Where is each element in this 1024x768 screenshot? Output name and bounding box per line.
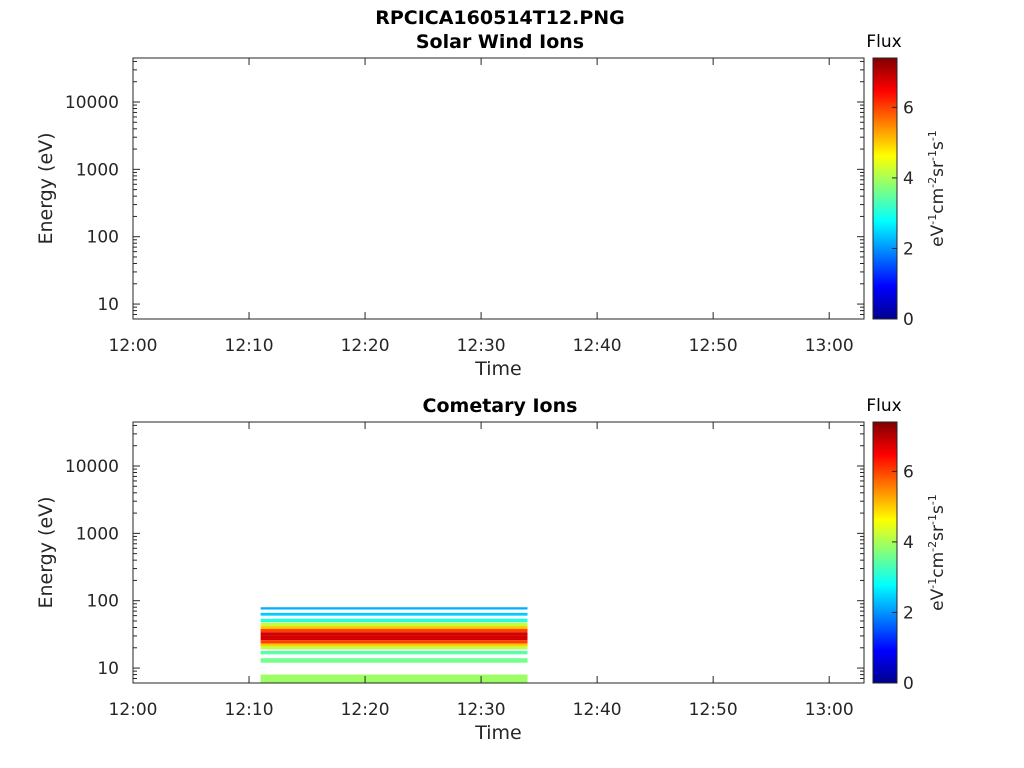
y-tick-label: 10000 [65,93,119,113]
plot-frame [132,57,865,320]
colorbar-tick-label: 6 [903,98,914,118]
colorbar-label-exponent: -1 [926,494,939,505]
y-tick-label: 100 [87,228,119,248]
heatmap-cell [260,626,528,630]
colorbar-gradient [872,57,898,320]
colorbar-gradient [872,421,898,684]
colorbar-title: Flux [866,396,901,416]
figure-title: RPCICA160514T12.PNG [375,7,625,29]
heatmap-cell [260,635,528,641]
y-tick-label: 10 [97,659,119,679]
x-tick-label: 12:00 [109,700,158,720]
y-tick-label: 1000 [76,160,119,180]
colorbar-label-unit: sr [928,525,948,541]
heatmap-cell [260,607,528,610]
plot-frame [132,421,865,684]
y-tick-label: 100 [87,592,119,612]
colorbar-title: Flux [866,32,901,52]
colorbar-label-exponent: -1 [926,150,939,161]
heatmap-cell [260,658,528,663]
panel-title: Solar Wind Ions [416,31,584,53]
x-axis-label: Time [474,722,522,744]
heatmap-cell [260,612,528,616]
colorbar-label-unit: cm [928,552,948,578]
heatmap-cell [260,622,528,627]
x-tick-label: 12:10 [225,700,274,720]
heatmap-cell [260,629,528,633]
y-tick-label: 10 [97,295,119,315]
colorbar-tick-label: 4 [903,533,914,553]
panel-2: Cometary Ions 12:00 12:10 12:20 12:30 12:40 12… [35,395,948,744]
colorbar-label-unit: eV [928,224,948,246]
colorbar-label-unit: sr [928,161,948,177]
x-tick-label: 12:30 [457,336,506,356]
colorbar-tick-label: 2 [903,603,914,623]
colorbar-tick-label: 6 [903,462,914,482]
x-tick-label: 12:20 [341,336,390,356]
x-tick-label: 12:00 [109,336,158,356]
y-axis-label: Energy (eV) [35,496,57,608]
colorbar-label-exponent: -1 [926,214,939,225]
y-axis-label: Energy (eV) [35,132,57,244]
x-tick-label: 12:50 [689,700,738,720]
colorbar-label-exponent: -2 [926,177,939,188]
heatmap-cells [260,607,528,683]
colorbar-tick-label: 2 [903,239,914,259]
heatmap-cell [260,674,528,683]
x-tick-label: 12:10 [225,336,274,356]
colorbar-label: eV-1cm-2sr-1s-1 [926,494,948,611]
colorbar-label-unit: s [928,141,948,150]
panel-1: Solar Wind Ions 12:00 12:10 12:20 12:30 12:40… [35,31,948,380]
x-tick-label: 12:30 [457,700,506,720]
x-tick-label: 12:20 [341,700,390,720]
x-tick-label: 12:40 [573,700,622,720]
y-tick-label: 1000 [76,524,119,544]
heatmap-cell [260,646,528,650]
colorbar-label-unit: s [928,505,948,514]
panel-title: Cometary Ions [423,395,578,417]
colorbar-tick-label: 4 [903,169,914,189]
colorbar-label-exponent: -1 [926,514,939,525]
x-tick-label: 12:40 [573,336,622,356]
heatmap-cell [260,643,528,647]
colorbar-label-unit: eV [928,588,948,610]
x-tick-label: 13:00 [805,700,854,720]
heatmap-cell [260,632,528,636]
colorbar-tick-label: 0 [903,674,914,694]
y-tick-label: 10000 [65,457,119,477]
colorbar-label-exponent: -1 [926,130,939,141]
x-tick-label: 12:50 [689,336,738,356]
colorbar-tick-label: 0 [903,310,914,330]
colorbar-label: eV-1cm-2sr-1s-1 [926,130,948,247]
heatmap-cell [260,618,528,623]
colorbar-label-unit: cm [928,188,948,214]
colorbar-label-exponent: -1 [926,578,939,589]
heatmap-cell [260,640,528,644]
x-axis-label: Time [474,358,522,380]
x-tick-label: 13:00 [805,336,854,356]
colorbar-label-exponent: -2 [926,541,939,552]
heatmap-cell [260,650,528,655]
